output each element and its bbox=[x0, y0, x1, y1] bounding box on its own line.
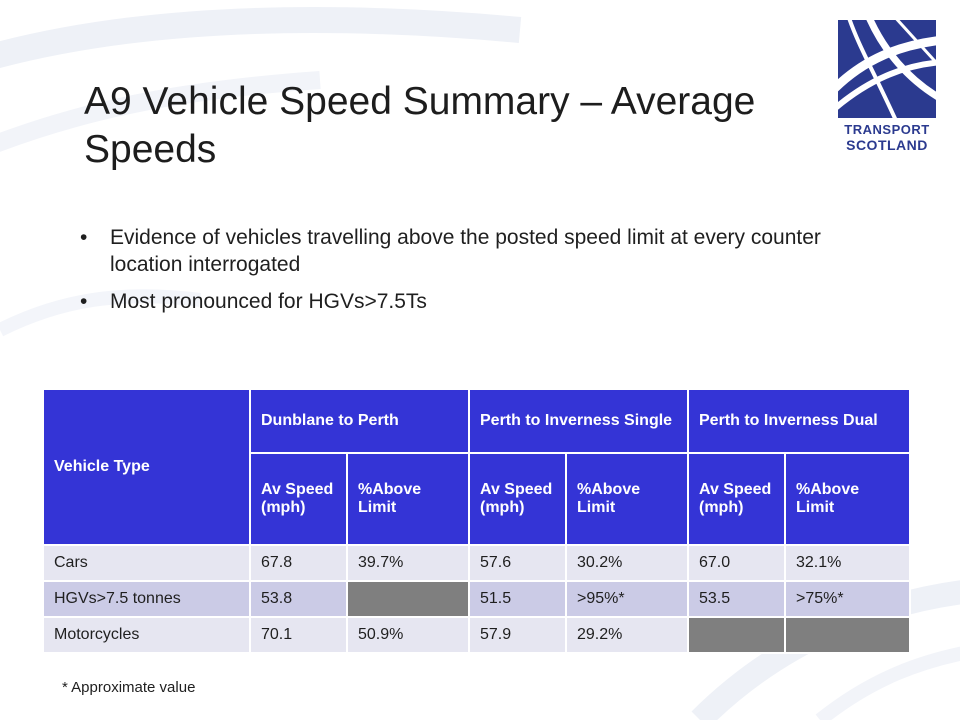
table-cell: >95%* bbox=[565, 580, 689, 618]
table-header-row: Vehicle Type Dunblane to Perth Perth to … bbox=[42, 388, 911, 546]
subheader-av-speed: Av Speed (mph) bbox=[249, 452, 348, 546]
table-cell: 32.1% bbox=[784, 544, 911, 582]
blank-cell bbox=[784, 616, 911, 654]
bullet-dot-icon: • bbox=[80, 290, 88, 313]
table-row: HGVs>7.5 tonnes 53.8 51.5 >95%* 53.5 >75… bbox=[42, 580, 911, 618]
bullet-dot-icon: • bbox=[80, 226, 88, 249]
table-cell: >75%* bbox=[784, 580, 911, 618]
table-cell: 57.6 bbox=[468, 544, 567, 582]
blank-cell bbox=[346, 580, 470, 618]
group-header-perth-inverness-single: Perth to Inverness Single bbox=[468, 388, 689, 454]
table-subheader-row: Av Speed (mph) %Above Limit Av Speed (mp… bbox=[43, 452, 911, 546]
subheader-above-limit: %Above Limit bbox=[565, 452, 689, 546]
bullet-item: • Evidence of vehicles travelling above … bbox=[80, 224, 860, 278]
table-cell: 29.2% bbox=[565, 616, 689, 654]
bullet-text: Most pronounced for HGVs>7.5Ts bbox=[110, 290, 427, 313]
table-cell: 53.5 bbox=[687, 580, 786, 618]
vehicle-type-header: Vehicle Type bbox=[42, 388, 251, 546]
blank-cell bbox=[687, 616, 786, 654]
table-row: Cars 67.8 39.7% 57.6 30.2% 67.0 32.1% bbox=[42, 544, 911, 582]
table-cell: 67.8 bbox=[249, 544, 348, 582]
slide-title: A9 Vehicle Speed Summary – Average Speed… bbox=[84, 80, 756, 171]
bullet-text: Evidence of vehicles travelling above th… bbox=[110, 226, 821, 276]
subheader-above-limit: %Above Limit bbox=[346, 452, 470, 546]
bullet-list: • Evidence of vehicles travelling above … bbox=[80, 224, 860, 325]
logo-text-scotland: SCOTLAND bbox=[846, 137, 928, 153]
table-cell: 39.7% bbox=[346, 544, 470, 582]
logo-text-transport: TRANSPORT bbox=[844, 122, 930, 137]
vehicle-type-cell: Cars bbox=[42, 544, 251, 582]
transport-scotland-logo: TRANSPORT SCOTLAND bbox=[838, 20, 936, 153]
logo-road-graphic-icon bbox=[838, 20, 936, 118]
bullet-item: • Most pronounced for HGVs>7.5Ts bbox=[80, 288, 860, 315]
subheader-above-limit: %Above Limit bbox=[784, 452, 911, 546]
table-cell: 50.9% bbox=[346, 616, 470, 654]
table-cell: 53.8 bbox=[249, 580, 348, 618]
group-header-perth-inverness-dual: Perth to Inverness Dual bbox=[687, 388, 911, 454]
subheader-av-speed: Av Speed (mph) bbox=[468, 452, 567, 546]
speed-summary-table: Vehicle Type Dunblane to Perth Perth to … bbox=[42, 388, 911, 654]
vehicle-type-cell: HGVs>7.5 tonnes bbox=[42, 580, 251, 618]
table-row: Motorcycles 70.1 50.9% 57.9 29.2% bbox=[42, 616, 911, 654]
table-cell: 51.5 bbox=[468, 580, 567, 618]
table-cell: 70.1 bbox=[249, 616, 348, 654]
group-header-dunblane-perth: Dunblane to Perth bbox=[249, 388, 470, 454]
table-cell: 57.9 bbox=[468, 616, 567, 654]
table-cell: 67.0 bbox=[687, 544, 786, 582]
table-cell: 30.2% bbox=[565, 544, 689, 582]
footnote: * Approximate value bbox=[62, 679, 196, 696]
vehicle-type-cell: Motorcycles bbox=[42, 616, 251, 654]
subheader-av-speed: Av Speed (mph) bbox=[687, 452, 786, 546]
